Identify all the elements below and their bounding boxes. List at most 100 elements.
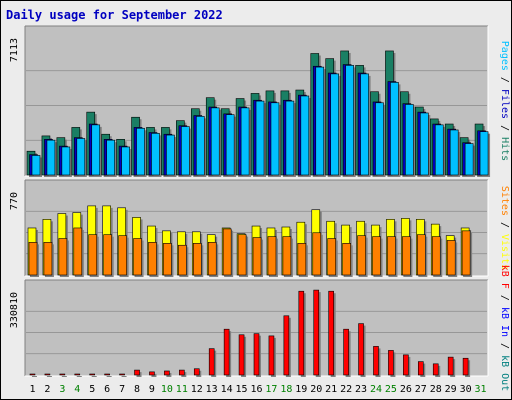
xtick-label-day: 19 xyxy=(295,384,307,395)
chart-title: Daily usage for September 2022 xyxy=(6,8,223,22)
kbytes-axis-label-part: / xyxy=(499,289,510,307)
kbytes-bar-kb-f xyxy=(447,356,454,376)
xtick-label-day: 28 xyxy=(430,384,442,395)
hits-files-pages-axis-label-part: Files xyxy=(499,89,510,119)
kbytes-bar-kb-f xyxy=(253,333,260,376)
kbytes-bar-kb-f xyxy=(358,323,364,376)
hits-files-pages-bar-pages xyxy=(345,65,354,176)
hits-files-pages-bar-pages xyxy=(225,114,235,176)
kbytes-bar-kb-f xyxy=(403,354,409,376)
visits-sites-bar-sites xyxy=(342,243,351,276)
visits-sites-axis-label-part: / xyxy=(499,216,510,234)
kbytes-ytick-label: 330810 xyxy=(9,292,20,328)
kbytes-bar-kb-f xyxy=(29,373,36,376)
hits-files-pages-bar-pages xyxy=(181,126,190,176)
hits-files-pages-bar-pages xyxy=(210,107,220,176)
kbytes-axis-label-part: kB F xyxy=(499,265,510,289)
visits-sites-bar-sites xyxy=(28,242,38,276)
kbytes-bar-kb-f-shadow xyxy=(151,373,157,377)
xtick-label-day: 16 xyxy=(250,384,262,395)
xtick-label-day: 24 xyxy=(370,384,382,395)
kbytes-bar-kb-f xyxy=(119,373,125,376)
xtick-label-day: 6 xyxy=(104,384,110,395)
visits-sites-bar-sites xyxy=(88,234,98,276)
hits-files-pages-bar-pages xyxy=(240,107,250,176)
kbytes-bar-kb-f xyxy=(89,373,96,376)
hits-files-pages-bar-pages xyxy=(151,133,160,176)
visits-sites-bar-sites xyxy=(297,243,307,276)
hits-files-pages-bar-pages xyxy=(315,66,325,176)
hits-files-pages-axis-label-part: Pages xyxy=(499,41,510,71)
xtick-label-day: 22 xyxy=(340,384,352,395)
hits-files-pages-axis-label-part: / xyxy=(499,119,510,137)
visits-sites-bar-sites xyxy=(73,227,83,276)
xtick-label-day: 2 xyxy=(44,384,50,395)
visits-sites-bar-sites xyxy=(222,228,232,276)
visits-sites-bar-sites xyxy=(357,235,366,276)
visits-sites-bar-sites xyxy=(163,243,172,276)
hits-files-pages-bar-pages xyxy=(46,139,56,176)
xtick-label-day: 17 xyxy=(265,384,277,395)
kbytes-bar-kb-f-shadow xyxy=(76,376,82,377)
kbytes-bar-kb-f xyxy=(328,290,334,376)
kbytes-bar-kb-f xyxy=(313,289,320,376)
kbytes-axis-label-part: kB Out xyxy=(499,355,510,391)
xtick-label-day: 31 xyxy=(475,384,487,395)
kbytes-bar-kb-f xyxy=(268,335,275,376)
hits-files-pages-bar-pages xyxy=(420,112,429,176)
hits-files-pages-bar-pages xyxy=(375,102,384,176)
hits-files-pages-bar-pages xyxy=(166,134,175,176)
visits-sites-ytick-label: 770 xyxy=(9,192,20,210)
kbytes-bar-kb-f xyxy=(193,368,200,376)
xtick-label-day: 23 xyxy=(355,384,367,395)
visits-sites-bar-sites xyxy=(417,234,426,276)
hits-files-pages-bar-pages xyxy=(330,73,340,176)
kbytes-bar-kb-f-shadow xyxy=(46,376,52,377)
xtick-label-day: 29 xyxy=(445,384,457,395)
kbytes-bar-kb-f xyxy=(59,373,66,376)
hits-files-pages-bar-pages xyxy=(449,129,459,176)
visits-sites-bar-sites xyxy=(118,235,127,276)
hits-files-pages-bar-pages xyxy=(136,127,145,176)
visits-sites-axis-label: Sites / Visits xyxy=(499,186,510,270)
visits-sites-axis-label-part: Sites xyxy=(499,186,510,216)
visits-sites-bar-sites xyxy=(402,236,411,276)
hits-files-pages-axis-label-part: / xyxy=(499,71,510,89)
visits-sites-bar-sites xyxy=(446,240,456,276)
kbytes-bar-kb-f xyxy=(104,373,110,376)
kbytes-bar-kb-f xyxy=(298,290,305,376)
hits-files-pages-bar-pages xyxy=(270,102,280,176)
hits-files-pages-bar-pages xyxy=(61,146,71,176)
visits-sites-bar-sites xyxy=(207,242,217,276)
xtick-label-day: 8 xyxy=(134,384,140,395)
visits-sites-bar-sites xyxy=(282,236,292,276)
kbytes-bar-kb-f xyxy=(238,334,245,376)
kbytes-bar-kb-f xyxy=(134,369,140,376)
visits-sites-axis-label-part: Visits xyxy=(499,234,510,270)
xtick-label-day: 11 xyxy=(176,384,188,395)
xtick-label-day: 10 xyxy=(161,384,173,395)
kbytes-bar-kb-f-shadow xyxy=(106,376,112,377)
xtick-label-day: 14 xyxy=(221,384,233,395)
hits-files-pages-bar-pages xyxy=(255,100,265,176)
xtick-label-day: 13 xyxy=(206,384,218,395)
hits-files-pages-ytick-label: 7113 xyxy=(9,38,20,62)
xtick-label-day: 30 xyxy=(460,384,472,395)
visits-sites-bar-sites xyxy=(43,242,53,276)
visits-sites-bar-sites xyxy=(133,238,142,276)
visits-sites-bar-sites xyxy=(252,237,262,276)
visits-sites-bar-sites xyxy=(58,238,68,276)
kbytes-bar-kb-f xyxy=(74,373,81,376)
kbytes-axis-label-part: / xyxy=(499,337,510,355)
hits-files-pages-bar-pages xyxy=(91,124,101,176)
kbytes-bar-kb-f xyxy=(417,361,424,376)
kbytes-bar-kb-f xyxy=(179,369,185,376)
hits-files-pages-axis-label-part: Hits xyxy=(499,137,510,161)
visits-sites-bar-sites xyxy=(312,232,322,276)
visits-sites-bar-sites xyxy=(461,230,471,276)
visits-sites-bar-sites xyxy=(327,238,337,276)
xtick-label-day: 9 xyxy=(149,384,155,395)
xtick-label-day: 5 xyxy=(89,384,95,395)
hits-files-pages-bar-pages xyxy=(106,139,115,176)
